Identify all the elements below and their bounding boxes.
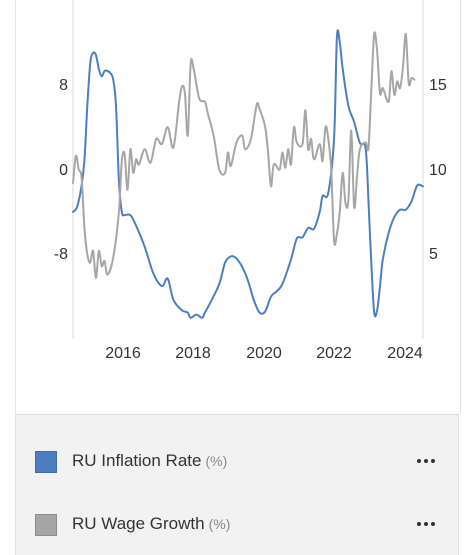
ticks-layer: 8 0 -8 15 10 5 2016 2018 2020 2022 2024 <box>54 77 447 362</box>
x-tick-label: 2016 <box>105 345 141 362</box>
legend-label-inflation: RU Inflation Rate (%) <box>72 451 227 471</box>
more-options-icon[interactable] <box>412 510 440 538</box>
left-tick-label: 0 <box>59 162 68 179</box>
chart-area[interactable]: 8 0 -8 15 10 5 2016 2018 2020 2022 2024 <box>16 0 460 414</box>
legend-label-text: RU Inflation Rate <box>72 451 202 470</box>
legend-item-inflation[interactable]: RU Inflation Rate (%) <box>16 443 458 483</box>
series-layer <box>72 29 424 319</box>
left-tick-label: 8 <box>59 77 68 94</box>
legend-unit: (%) <box>205 453 228 469</box>
legend-label-text: RU Wage Growth <box>72 514 205 533</box>
x-tick-label: 2022 <box>316 345 352 362</box>
series-line-inflation[interactable] <box>72 29 424 319</box>
legend-unit: (%) <box>208 516 231 532</box>
x-tick-label: 2024 <box>387 345 423 362</box>
x-tick-label: 2020 <box>246 345 282 362</box>
legend-label-wage: RU Wage Growth (%) <box>72 514 230 534</box>
right-tick-label: 5 <box>429 246 438 263</box>
legend-item-wage[interactable]: RU Wage Growth (%) <box>16 506 458 546</box>
chart-card: 8 0 -8 15 10 5 2016 2018 2020 2022 2024 <box>15 0 461 414</box>
right-tick-label: 10 <box>429 162 447 179</box>
series-line-wage[interactable] <box>72 31 416 279</box>
left-tick-label: -8 <box>54 246 68 263</box>
legend-panel: RU Inflation Rate (%) RU Wage Growth (%) <box>15 414 459 555</box>
legend-swatch-wage <box>35 514 57 536</box>
legend-swatch-inflation <box>35 451 57 473</box>
right-tick-label: 15 <box>429 77 447 94</box>
x-tick-label: 2018 <box>175 345 211 362</box>
more-options-icon[interactable] <box>412 447 440 475</box>
